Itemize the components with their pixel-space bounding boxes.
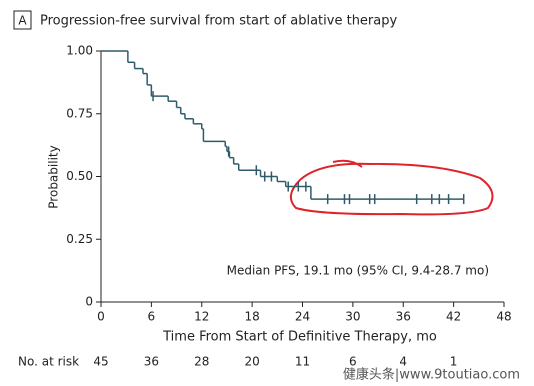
risk-count: 1 xyxy=(450,355,458,369)
risk-count: 28 xyxy=(194,355,209,369)
x-tick-label: 0 xyxy=(97,310,105,324)
risk-count: 11 xyxy=(295,355,310,369)
panel-label: A xyxy=(18,14,27,28)
x-tick-label: 48 xyxy=(496,310,511,324)
risk-count: 20 xyxy=(244,355,259,369)
chart-title: Progression-free survival from start of … xyxy=(40,14,397,29)
y-tick-label: 0 xyxy=(85,295,93,309)
highlight-circle xyxy=(289,159,494,216)
y-tick-label: 0.50 xyxy=(66,169,93,183)
risk-count: 6 xyxy=(349,355,357,369)
risk-count: 4 xyxy=(399,355,407,369)
annotation: Median PFS, 19.1 mo (95% CI, 9.4-28.7 mo… xyxy=(227,264,489,278)
risk-count: 45 xyxy=(93,355,108,369)
panel-box xyxy=(13,10,32,30)
x-axis-label: Time From Start of Definitive Therapy, m… xyxy=(162,330,437,345)
y-tick-label: 0.25 xyxy=(66,232,93,246)
x-tick-label: 6 xyxy=(148,310,156,324)
x-tick-label: 36 xyxy=(396,310,411,324)
x-tick-label: 18 xyxy=(244,310,259,324)
x-tick-label: 12 xyxy=(194,310,209,324)
risk-label: No. at risk xyxy=(18,355,79,369)
y-tick-label: 1.00 xyxy=(66,44,93,58)
x-tick-label: 42 xyxy=(446,310,461,324)
x-tick-label: 24 xyxy=(295,310,310,324)
y-axis-label: Probability xyxy=(47,145,61,208)
x-tick-label: 30 xyxy=(345,310,360,324)
y-tick-label: 0.75 xyxy=(66,106,93,120)
risk-count: 36 xyxy=(144,355,159,369)
watermark: 健康头条|www.9toutiao.com xyxy=(343,367,520,383)
